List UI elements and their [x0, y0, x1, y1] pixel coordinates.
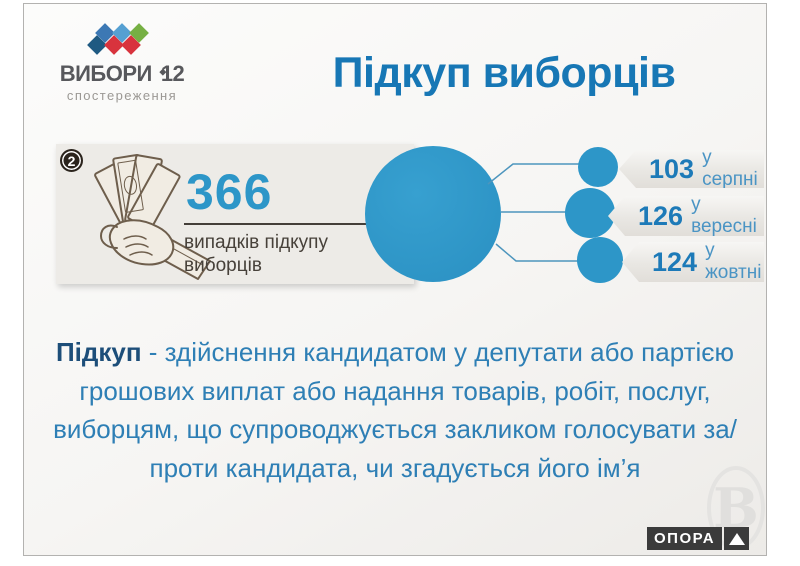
month-bubble-october [577, 237, 623, 283]
definition-text: Підкуп - здійснення кандидатом у депутат… [49, 333, 741, 487]
logo-subtitle: спостереження [66, 88, 178, 103]
stat-banner-october: 124 у жовтні [622, 242, 764, 282]
october-value: 124 [652, 246, 698, 277]
stat-underline [184, 223, 367, 225]
september-label: у вересні [691, 194, 757, 237]
definition-body: - здійснення кандидатом у депутати або п… [53, 337, 737, 483]
opora-logo: ОПОРА [647, 527, 750, 550]
presentation-slide: ВИБОРИ 12 спостереження Підкуп виборців 2 [23, 3, 767, 556]
total-cases-label-line2: виборців [184, 255, 262, 276]
month-bubble-august [578, 147, 618, 187]
opora-triangle-icon [724, 527, 750, 550]
october-label: у жовтні [705, 240, 762, 283]
money-hand-icon [94, 153, 211, 280]
stat-banner-september: 126 у вересні [608, 196, 764, 236]
stat-banner-august: 103 у серпні [619, 150, 764, 188]
total-cases-label-line1: випадків підкупу [184, 232, 328, 253]
definition-term: Підкуп [55, 337, 142, 367]
logo-diamonds-icon [87, 23, 157, 57]
august-value: 103 [649, 153, 695, 184]
total-cases-label: випадків підкупу виборців [184, 231, 328, 277]
slide-number-badge: 2 [60, 149, 83, 172]
logo-brand-name: ВИБОРИ [59, 61, 153, 86]
logo-year: 12 [160, 61, 185, 86]
logo-brand: ВИБОРИ 12 [52, 61, 192, 87]
vybory-logo: ВИБОРИ 12 спостереження [52, 23, 192, 103]
august-label: у серпні [702, 147, 758, 190]
total-bubble [365, 146, 501, 282]
slide-title: Підкуп виборців [332, 49, 676, 97]
september-value: 126 [638, 200, 684, 231]
opora-logo-text: ОПОРА [647, 527, 723, 550]
total-cases-value: 366 [186, 164, 273, 220]
month-bubble-september [565, 188, 615, 238]
